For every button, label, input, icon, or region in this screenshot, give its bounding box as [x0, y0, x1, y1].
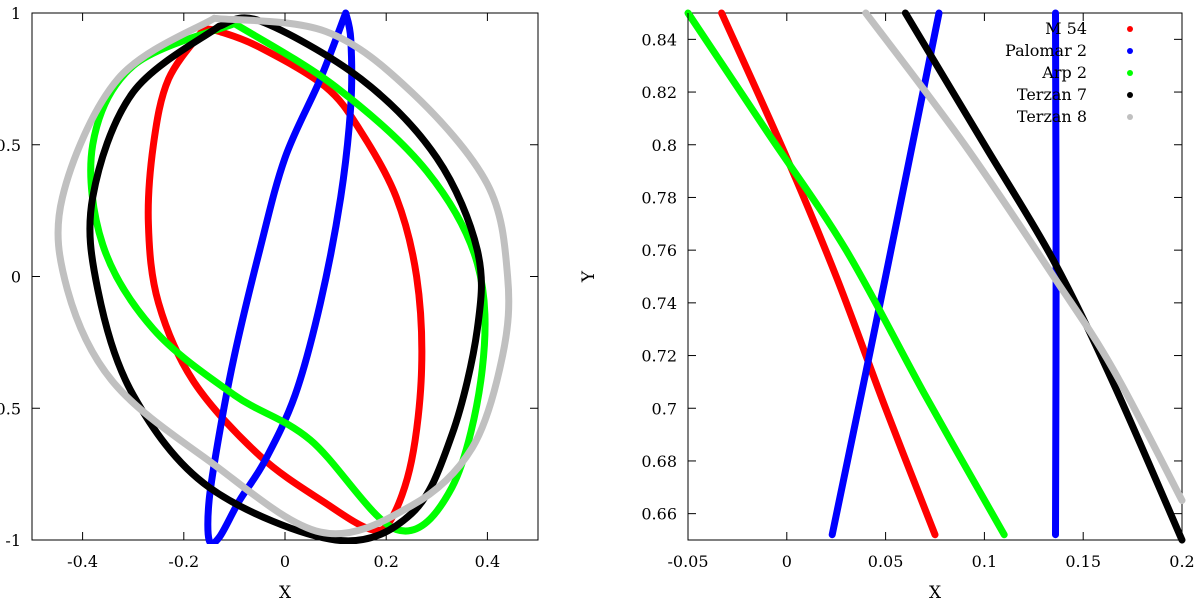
left-panel: -0.4 -0.2 0 0.2 0.4 -1 0.5 0 0.5 1 X: [0, 4, 539, 602]
series-line-terzan-8: [54, 14, 513, 538]
x-tick-label: 0.15: [1065, 552, 1101, 571]
x-tick-label: 0: [782, 552, 792, 571]
series-line-m-54: [144, 25, 426, 535]
x-tick-label: 0.1: [972, 552, 997, 571]
series-line-terzan-7: [901, 9, 1186, 544]
y-tick-label: 0.76: [641, 241, 677, 260]
legend-label-arp-2: Arp 2: [1041, 63, 1087, 82]
x-axis-title: X: [279, 583, 292, 602]
y-axis-title: Y: [579, 270, 599, 283]
x-tick-label: 0: [280, 552, 290, 571]
x-tick-label: -0.2: [168, 552, 199, 571]
x-tick-label: -0.05: [667, 552, 708, 571]
plot-frame: [687, 12, 1183, 541]
legend-label-terzan-8: Terzan 8: [1017, 107, 1087, 126]
legend-label-palomar-2: Palomar 2: [1005, 41, 1087, 60]
legend-label-m-54: M 54: [1045, 19, 1087, 38]
series-group: [54, 9, 513, 544]
x-tick-label: 0.2: [373, 552, 398, 571]
y-tick-label: 0.66: [641, 505, 677, 524]
legend-marker-terzan-7: [1127, 92, 1133, 98]
y-tick-label: 0.5: [0, 136, 21, 155]
x-tick-label: 0.2: [1169, 552, 1194, 571]
series-group: [684, 9, 1186, 544]
series-line-m-54: [718, 9, 939, 539]
series-line-palomar-2: [828, 9, 943, 539]
y-tick-label: 0.7: [652, 399, 677, 418]
x-tick-label: 0.4: [475, 552, 500, 571]
legend-marker-m-54: [1127, 26, 1133, 32]
legend: M 54 Palomar 2 Arp 2 Terzan 7 Terzan 8: [1005, 19, 1133, 126]
series-line-arp-2: [684, 9, 1008, 539]
legend-marker-palomar-2: [1127, 48, 1133, 54]
y-tick-label: -1: [5, 531, 21, 550]
x-tick-label: -0.4: [67, 552, 98, 571]
series-line-palomar-2: [204, 9, 356, 544]
y-tick-label: 0.84: [641, 30, 677, 49]
legend-label-terzan-7: Terzan 7: [1017, 85, 1087, 104]
y-tick-label: 0.78: [641, 188, 677, 207]
legend-marker-arp-2: [1127, 70, 1133, 76]
y-tick-label: 0.68: [641, 452, 677, 471]
y-tick-label: 0.5: [0, 399, 21, 418]
y-tick-label: 0.82: [641, 83, 677, 102]
series-line-arp-2: [87, 20, 489, 535]
series-line-terzan-7: [86, 14, 485, 544]
right-panel: -0.05 0 0.05 0.1 0.15 0.2 0.66 0.68 0.7 0.72 0.74 0…: [579, 9, 1195, 602]
x-axis-title: X: [929, 583, 942, 602]
y-tick-label: 0.72: [641, 347, 677, 366]
series-line-terzan-8: [862, 9, 1186, 504]
y-tick-label: 1: [11, 4, 21, 23]
y-tick-label: 0.8: [652, 136, 677, 155]
x-tick-label: 0.05: [868, 552, 904, 571]
legend-marker-terzan-8: [1127, 114, 1133, 120]
y-tick-label: 0: [11, 268, 21, 287]
y-tick-label: 0.74: [641, 294, 677, 313]
